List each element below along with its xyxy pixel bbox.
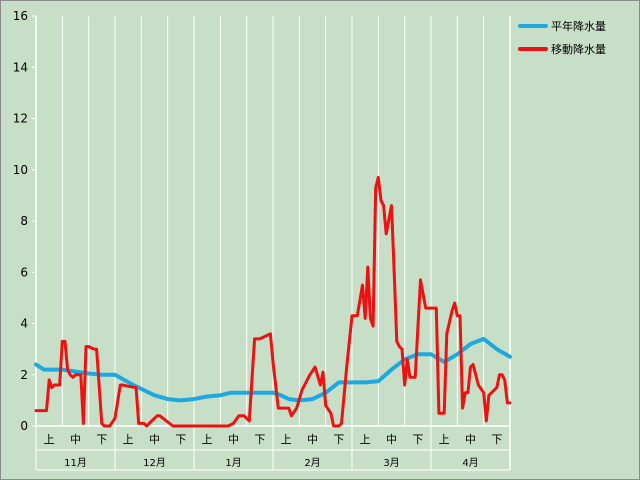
y-tick-label: 0: [20, 419, 28, 433]
y-tick-label: 16: [13, 9, 28, 23]
x-period-label: 中: [386, 433, 397, 446]
x-month-label: 12月: [143, 457, 166, 469]
x-period-label: 中: [70, 433, 81, 446]
x-period-label: 上: [439, 433, 450, 446]
x-period-label: 下: [491, 433, 502, 446]
series-line-1: [34, 336, 512, 403]
legend-label-2: 移動降水量: [551, 42, 606, 56]
x-period-label: 下: [96, 433, 107, 446]
x-period-label: 上: [360, 433, 371, 446]
y-tick-label: 14: [13, 60, 28, 74]
x-period-label: 上: [44, 433, 55, 446]
legend-label-1: 平年降水量: [551, 19, 606, 33]
x-period-label: 下: [412, 433, 423, 446]
x-month-label: 1月: [225, 457, 241, 469]
y-tick-label: 12: [13, 112, 28, 126]
x-period-label: 中: [228, 433, 239, 446]
x-period-label: 上: [123, 433, 134, 446]
y-tick-label: 4: [20, 317, 28, 331]
x-period-label: 下: [254, 433, 265, 446]
x-period-label: 上: [202, 433, 213, 446]
x-month-label: 11月: [64, 457, 87, 469]
series-line-2: [34, 175, 512, 428]
x-month-label: 3月: [383, 457, 399, 469]
x-period-label: 中: [307, 433, 318, 446]
y-tick-label: 2: [20, 368, 28, 382]
y-tick-label: 6: [20, 265, 28, 279]
x-period-label: 中: [149, 433, 160, 446]
x-month-label: 4月: [462, 457, 478, 469]
x-month-label: 2月: [304, 457, 320, 469]
x-period-label: 上: [281, 433, 292, 446]
x-period-label: 中: [465, 433, 476, 446]
y-tick-label: 10: [13, 163, 28, 177]
x-period-label: 下: [175, 433, 186, 446]
x-period-label: 下: [333, 433, 344, 446]
y-tick-label: 8: [20, 214, 28, 228]
